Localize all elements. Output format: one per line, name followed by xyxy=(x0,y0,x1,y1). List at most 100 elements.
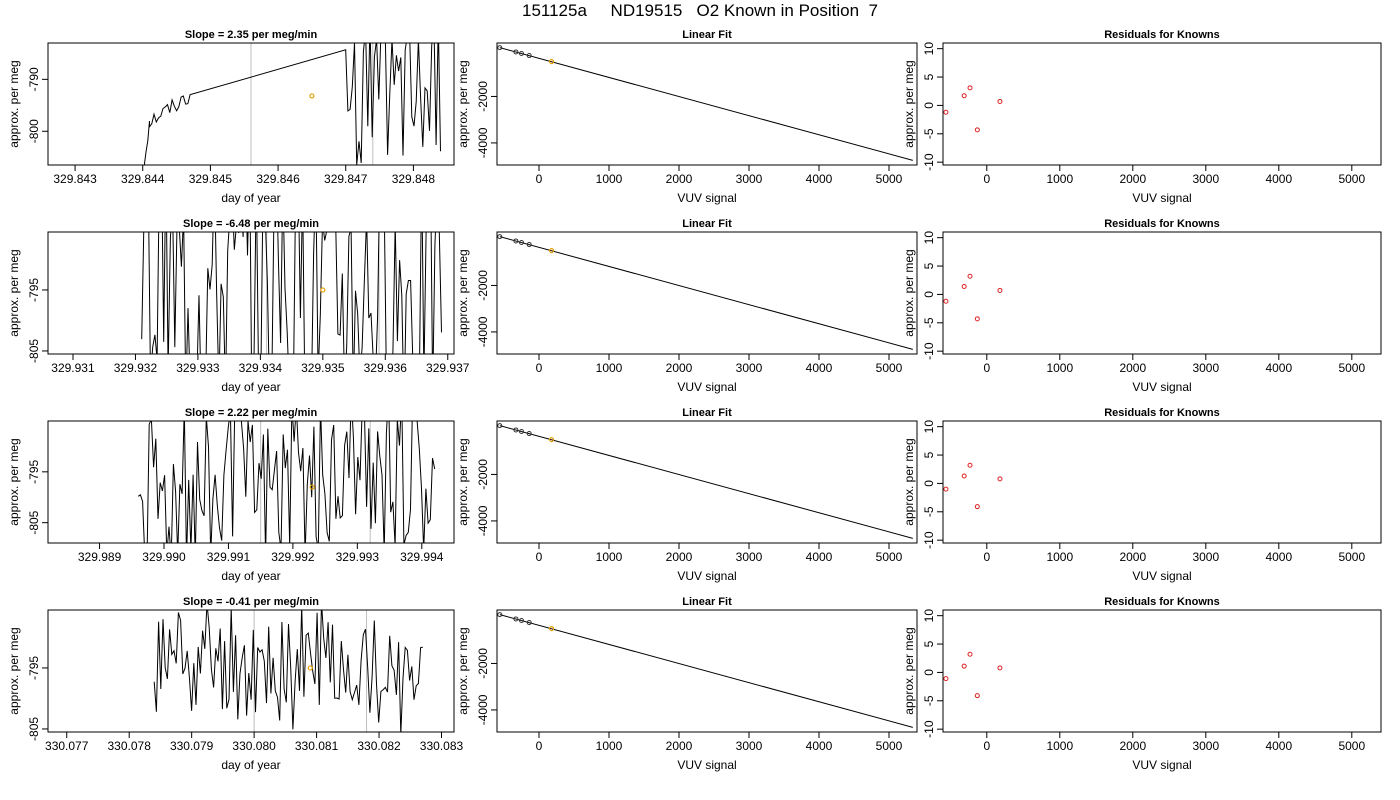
y-axis-label: approx. per meg xyxy=(902,438,916,525)
fit-line xyxy=(499,614,913,728)
data-point xyxy=(967,273,973,279)
x-tick-label: 329.846 xyxy=(256,172,300,186)
y-tick-label: -2000 xyxy=(476,459,490,490)
plot-frame xyxy=(47,231,455,355)
y-tick-label: -10 xyxy=(922,531,936,549)
plot-frame xyxy=(942,609,1382,733)
x-tick-label: 3000 xyxy=(1192,550,1219,564)
y-tick-label: -795 xyxy=(27,278,41,302)
y-tick-label: -5 xyxy=(922,317,936,328)
highlight-point xyxy=(307,665,313,671)
x-tick-label: 5000 xyxy=(1338,739,1365,753)
x-tick-label: 5000 xyxy=(876,361,903,375)
data-point xyxy=(974,693,980,699)
data-point xyxy=(997,287,1003,293)
data-point xyxy=(961,663,967,669)
x-tick-label: 3000 xyxy=(1192,361,1219,375)
panel-title: Slope = 2.22 per meg/min xyxy=(185,407,318,419)
y-tick-label: -10 xyxy=(922,342,936,360)
y-tick-label: 5 xyxy=(922,451,936,458)
page-title: 151125a ND19515 O2 Known in Position 7 xyxy=(522,1,878,20)
fit-line xyxy=(499,236,913,350)
data-point xyxy=(526,620,532,626)
data-point xyxy=(974,316,980,322)
fit-line xyxy=(499,425,913,539)
plot-frame xyxy=(496,42,918,166)
x-tick-label: 0 xyxy=(536,739,543,753)
x-tick-label: 1000 xyxy=(1046,739,1073,753)
x-tick-label: 3000 xyxy=(736,172,763,186)
data-point xyxy=(519,617,524,623)
chart-panel-3 xyxy=(937,42,1382,171)
data-point xyxy=(943,486,949,492)
panel-title: Linear Fit xyxy=(682,407,732,419)
y-axis-label: approx. per meg xyxy=(902,627,916,714)
x-axis-label: VUV signal xyxy=(677,380,736,394)
chart-panel-2 xyxy=(491,42,918,171)
y-tick-label: -5 xyxy=(922,695,936,706)
panel-title: Residuals for Knowns xyxy=(1104,29,1220,41)
x-tick-label: 4000 xyxy=(806,550,833,564)
highlight-point xyxy=(548,247,555,254)
x-tick-label: 0 xyxy=(983,172,990,186)
x-tick-label: 4000 xyxy=(1265,361,1292,375)
y-tick-label: -4000 xyxy=(476,505,490,536)
x-tick-label: 329.847 xyxy=(324,172,368,186)
x-axis-label: VUV signal xyxy=(1132,191,1191,205)
data-point xyxy=(526,431,532,437)
y-axis-label: approx. per meg xyxy=(7,60,21,147)
y-tick-label: -790 xyxy=(27,67,41,91)
x-axis-label: day of year xyxy=(221,380,280,394)
x-tick-label: 329.989 xyxy=(78,550,122,564)
highlight-point xyxy=(309,93,315,99)
x-tick-label: 329.932 xyxy=(114,361,158,375)
highlight-point xyxy=(548,436,555,443)
x-tick-label: 2000 xyxy=(666,550,693,564)
data-point xyxy=(513,49,519,55)
x-tick-label: 329.991 xyxy=(207,550,251,564)
x-tick-label: 329.936 xyxy=(364,361,408,375)
x-tick-label: 2000 xyxy=(1119,550,1146,564)
x-tick-label: 1000 xyxy=(1046,172,1073,186)
data-point xyxy=(961,283,967,289)
plot-frame xyxy=(496,609,918,733)
x-tick-label: 3000 xyxy=(1192,739,1219,753)
x-tick-label: 2000 xyxy=(666,172,693,186)
x-tick-label: 329.935 xyxy=(301,361,345,375)
x-tick-label: 330.081 xyxy=(295,739,339,753)
y-tick-label: -5 xyxy=(922,128,936,139)
y-tick-label: -2000 xyxy=(476,81,490,112)
data-point xyxy=(967,651,973,657)
x-axis-label: VUV signal xyxy=(1132,569,1191,583)
x-tick-label: 329.933 xyxy=(176,361,220,375)
plot-frame xyxy=(942,42,1382,166)
x-tick-label: 329.993 xyxy=(336,550,380,564)
data-point xyxy=(526,53,532,59)
x-tick-label: 3000 xyxy=(736,361,763,375)
plot-frame xyxy=(942,420,1382,544)
panel-title: Residuals for Knowns xyxy=(1104,218,1220,230)
y-axis-label: approx. per meg xyxy=(7,249,21,336)
plot-frame xyxy=(496,420,918,544)
data-point xyxy=(943,109,949,115)
chart-panel-4 xyxy=(42,231,455,360)
plot-frame xyxy=(47,420,455,544)
y-tick-label: -800 xyxy=(27,119,41,143)
panel-title: Slope = -0.41 per meg/min xyxy=(183,596,319,608)
data-point xyxy=(997,476,1003,482)
y-tick-label: 10 xyxy=(922,42,936,56)
y-tick-label: -10 xyxy=(922,153,936,171)
y-tick-label: -4000 xyxy=(476,316,490,347)
highlight-point xyxy=(548,58,555,65)
chart-panel-7 xyxy=(42,420,455,549)
x-tick-label: 5000 xyxy=(876,739,903,753)
x-axis-label: VUV signal xyxy=(677,191,736,205)
y-axis-label: approx. per meg xyxy=(902,249,916,336)
y-tick-label: -805 xyxy=(27,510,41,534)
x-tick-label: 0 xyxy=(536,550,543,564)
data-trace-series xyxy=(153,610,423,732)
panel-title: Residuals for Knowns xyxy=(1104,596,1220,608)
panel-title: Linear Fit xyxy=(682,29,732,41)
x-tick-label: 329.937 xyxy=(426,361,470,375)
